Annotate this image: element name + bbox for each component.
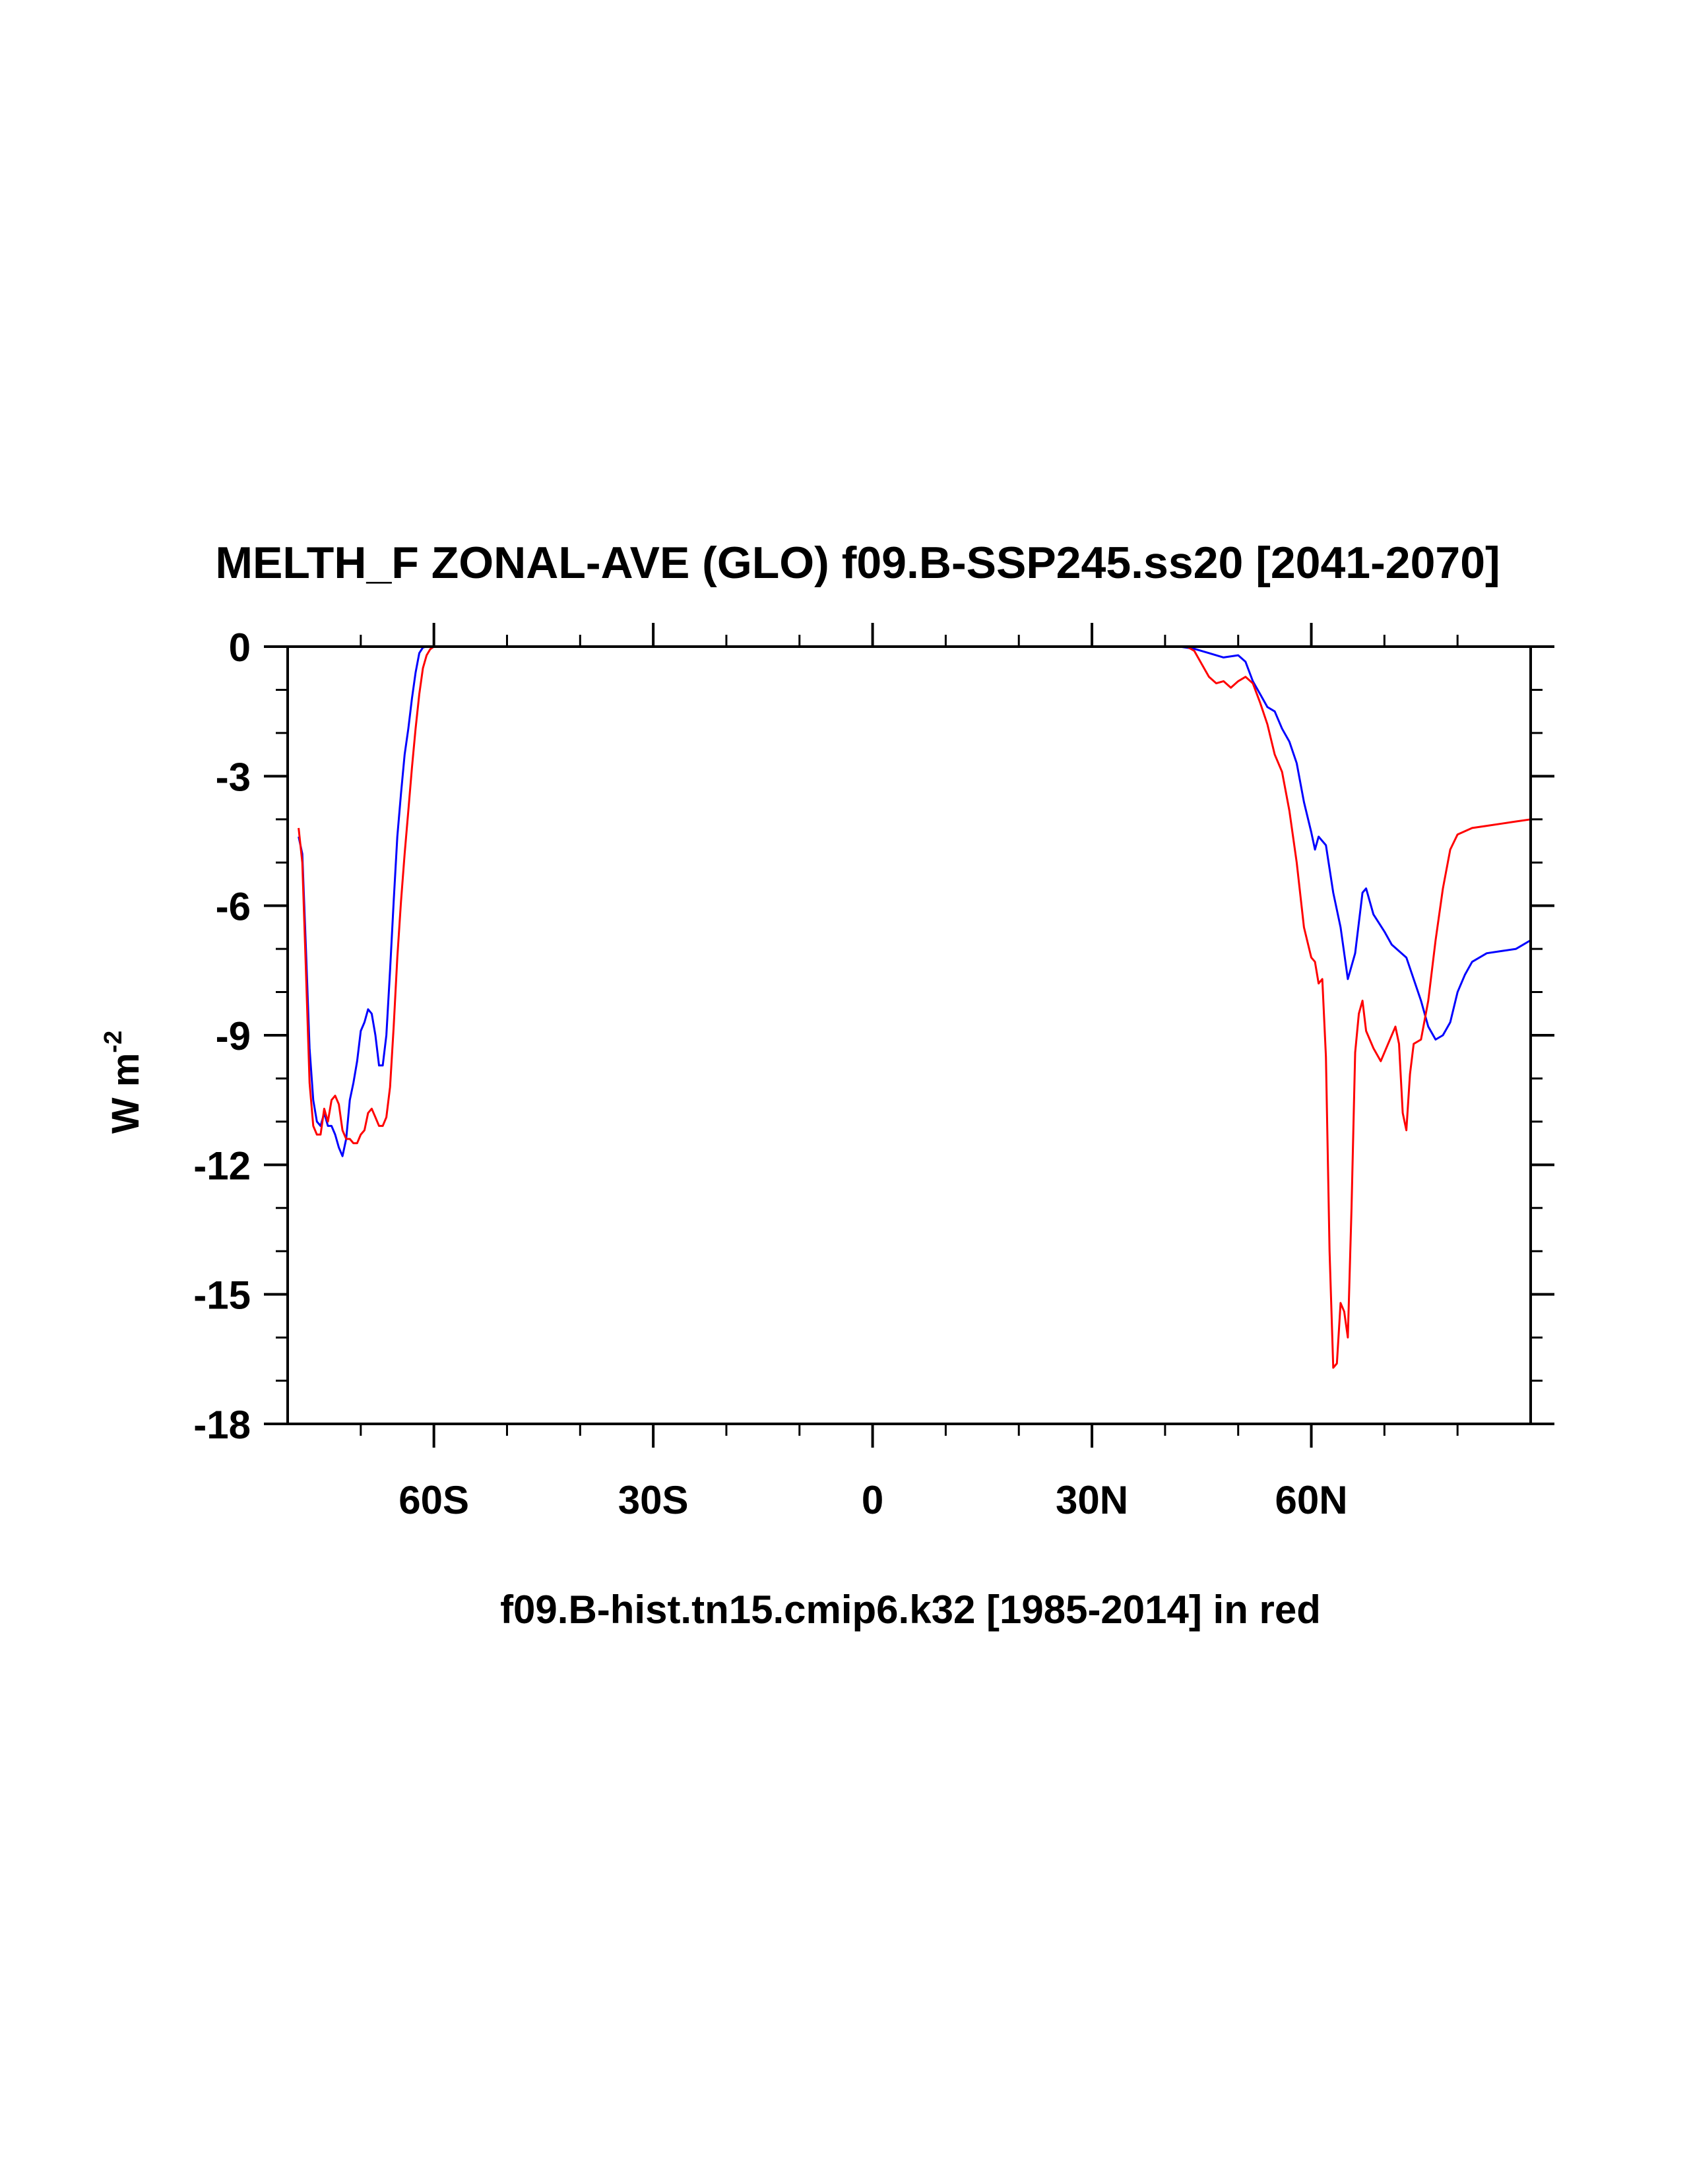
series-line-red	[1186, 645, 1531, 1369]
series-line-red	[298, 645, 435, 1145]
x-tick-label: 60S	[398, 1478, 469, 1522]
y-tick-label: -18	[193, 1403, 251, 1447]
x-tick-label: 30N	[1056, 1478, 1128, 1522]
plot-frame	[286, 645, 1532, 1425]
footer-label: f09.B-hist.tn15.cmip6.k32 [1985-2014] in…	[500, 1588, 1321, 1632]
y-axis-label-superscript: -2	[100, 1031, 127, 1053]
x-tick-label: 60N	[1275, 1478, 1347, 1522]
y-tick-label: -12	[193, 1143, 251, 1188]
ticks-layer: 60S 30S 0 30N 60N 0 -3 -6 -9 -12 -15 -18	[193, 623, 1554, 1522]
x-tick-label: 0	[862, 1478, 883, 1522]
y-tick-label: 0	[229, 626, 251, 670]
chart-title: MELTH_F ZONAL-AVE (GLO) f09.B-SSP245.ss2…	[215, 538, 1500, 588]
y-axis-label-text: W m	[104, 1053, 147, 1134]
y-tick-label: -3	[216, 755, 251, 799]
y-tick-label: -15	[193, 1273, 251, 1318]
series-line-blue	[298, 645, 427, 1157]
y-tick-label: -6	[216, 885, 251, 929]
series-layer	[298, 645, 1531, 1369]
y-tick-label: -9	[216, 1014, 251, 1058]
x-tick-label: 30S	[618, 1478, 689, 1522]
y-axis-label: W m-2	[100, 1031, 147, 1134]
series-line-blue	[1179, 645, 1531, 1041]
